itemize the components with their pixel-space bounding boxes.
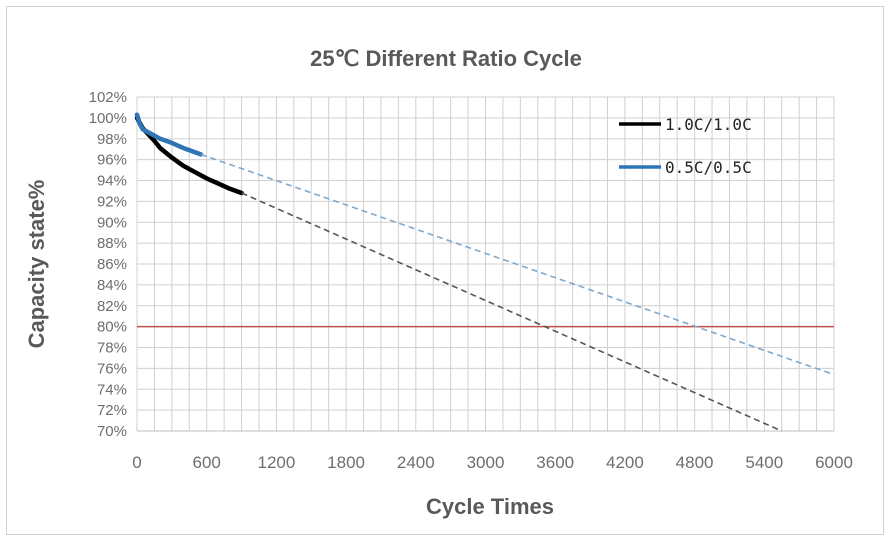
chart-title: 25℃ Different Ratio Cycle [310,46,582,71]
x-tick-label: 1800 [327,453,365,472]
series-line-3 [200,153,835,376]
legend-label: 1.0C/1.0C [665,115,752,134]
x-axis-title: Cycle Times [426,494,554,519]
y-tick-label: 78% [97,340,127,357]
legend: 1.0C/1.0C 0.5C/0.5C [619,115,752,177]
x-tick-label: 4800 [676,453,714,472]
y-tick-label: 70% [97,423,127,440]
y-tick-label: 102% [89,89,127,106]
x-axis-ticks: 0 600 1200 1800 2400 3000 3600 4200 4800 5400 6000 [132,453,853,472]
x-tick-label: 6000 [815,453,853,472]
x-tick-label: 3000 [467,453,505,472]
x-tick-label: 0 [132,453,141,472]
y-tick-label: 88% [97,235,127,252]
y-tick-label: 76% [97,360,127,377]
chart-frame [6,6,884,535]
x-tick-label: 600 [193,453,221,472]
series-group [134,112,835,432]
y-tick-label: 96% [97,152,127,169]
y-tick-label: 86% [97,256,127,273]
y-tick-label: 94% [97,173,127,190]
y-axis-title: Capacity state% [24,180,49,349]
grid [136,96,835,432]
y-tick-label: 74% [97,381,127,398]
series-line-2 [134,112,204,157]
y-tick-label: 72% [97,402,127,419]
y-tick-label: 92% [97,193,127,210]
x-tick-label: 4200 [606,453,644,472]
y-tick-label: 100% [89,110,127,127]
y-axis-ticks: 70% 72% 74% 76% 78% 80% 82% 84% 86% 88% 90% 92% 94% 9… [89,89,127,440]
series-line-1 [241,192,783,432]
y-tick-label: 90% [97,214,127,231]
y-tick-label: 80% [97,319,127,336]
x-tick-label: 5400 [745,453,783,472]
x-tick-label: 2400 [397,453,435,472]
legend-label: 0.5C/0.5C [665,158,752,177]
y-tick-label: 82% [97,298,127,315]
x-tick-label: 1200 [257,453,295,472]
y-tick-label: 84% [97,277,127,294]
y-tick-label: 98% [97,131,127,148]
x-tick-label: 3600 [536,453,574,472]
